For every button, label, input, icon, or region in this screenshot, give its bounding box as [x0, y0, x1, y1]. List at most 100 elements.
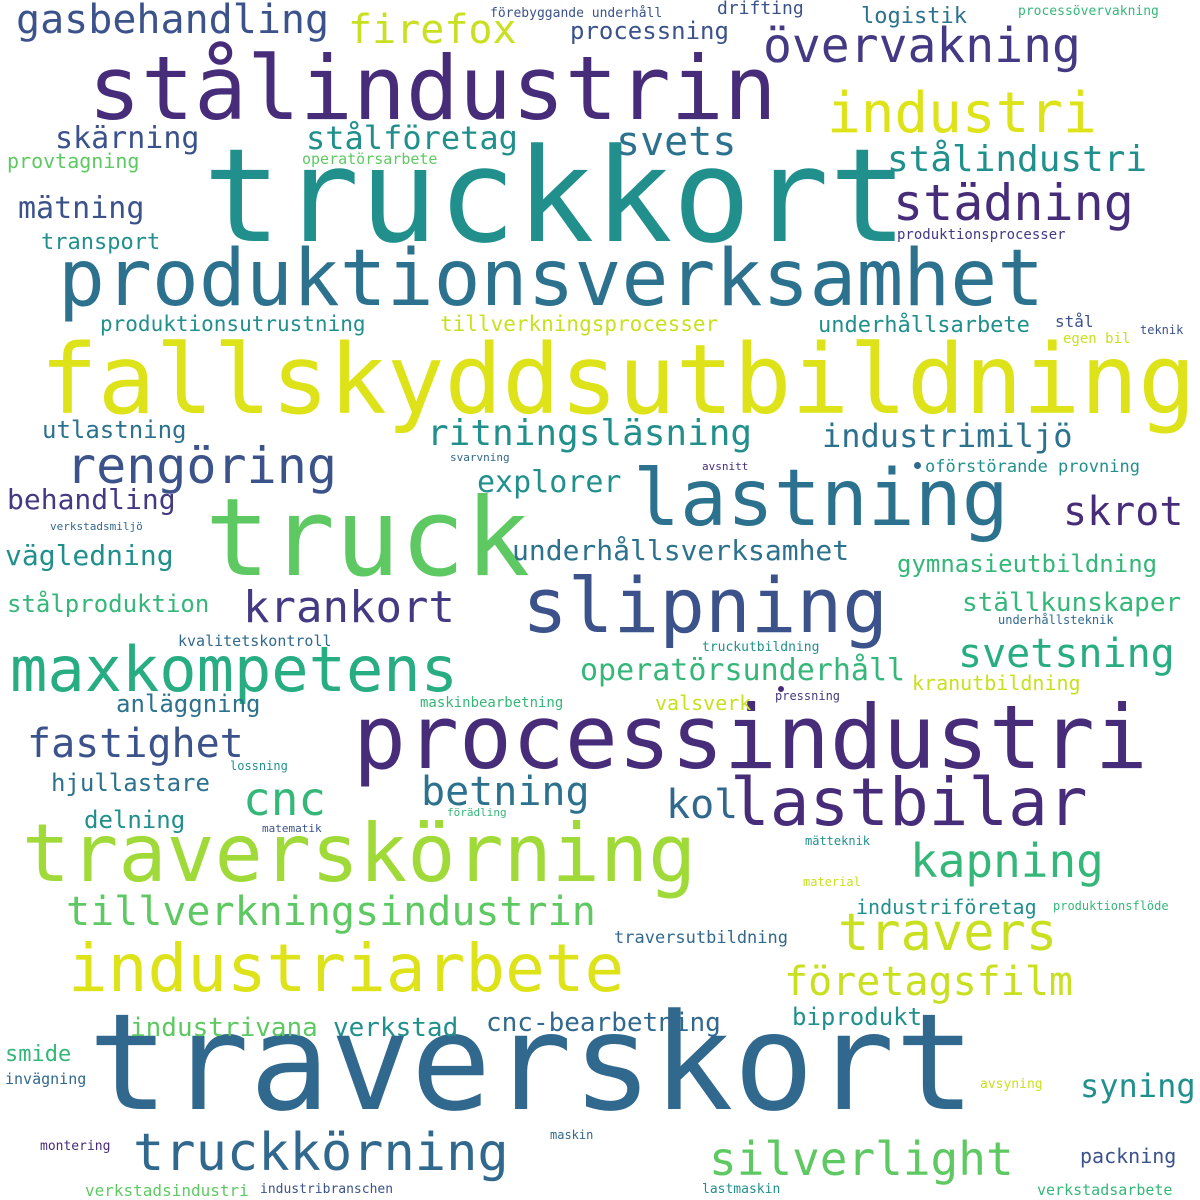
cloud-word: verkstadsmiljö: [50, 520, 143, 533]
cloud-word: firefox: [348, 7, 517, 53]
cloud-word: cnc-bearbetning: [486, 1008, 721, 1038]
cloud-word: industriarbete: [68, 930, 625, 1007]
cloud-word: företagsfilm: [784, 959, 1073, 1005]
cloud-word: traversutbildning: [614, 928, 788, 948]
cloud-word: produktionsflöde: [1053, 899, 1169, 913]
cloud-word: maskinbearbetning: [420, 695, 564, 711]
cloud-word: behandling: [7, 483, 176, 516]
cloud-word: lastning: [633, 454, 1009, 544]
cloud-word: truckkörning: [133, 1123, 509, 1183]
cloud-word: vägledning: [5, 539, 174, 572]
cloud-word: förebyggande underhåll: [490, 6, 663, 21]
cloud-word: valsverk: [655, 691, 752, 715]
cloud-word: biprodukt: [792, 1003, 923, 1031]
cloud-word: slipning: [522, 561, 889, 650]
cloud-word: processning: [570, 17, 729, 45]
cloud-word: lossning: [230, 759, 288, 773]
decorative-dot: [914, 462, 921, 469]
decorative-dot: [778, 686, 784, 692]
cloud-word: industribranschen: [260, 1182, 394, 1197]
cloud-word: truck: [205, 476, 531, 601]
cloud-word: egen bil: [1063, 331, 1131, 347]
cloud-word: förädling: [447, 806, 507, 819]
cloud-word: mätteknik: [805, 834, 871, 848]
cloud-word: transport: [41, 230, 161, 255]
cloud-word: fastighet: [27, 721, 244, 767]
cloud-word: logistik: [861, 4, 967, 29]
cloud-word: invägning: [5, 1070, 87, 1088]
cloud-word: packning: [1080, 1144, 1177, 1168]
cloud-word: underhållsverksamhet: [512, 534, 850, 567]
cloud-word: gasbehandling: [16, 0, 330, 43]
cloud-word: verkstad: [333, 1013, 459, 1043]
cloud-word: processindustri: [353, 686, 1148, 789]
cloud-word: städning: [893, 174, 1134, 232]
cloud-word: mätning: [18, 191, 145, 226]
cloud-word: operatörsunderhåll: [580, 653, 906, 688]
cloud-word: material: [803, 875, 861, 889]
cloud-word: industrivana: [130, 1013, 318, 1043]
cloud-word: krankort: [243, 582, 455, 633]
cloud-word: underhållsarbete: [818, 313, 1030, 338]
cloud-word: travers: [838, 903, 1058, 963]
cloud-word: teknik: [1140, 323, 1184, 337]
cloud-word: skärning: [55, 121, 200, 156]
cloud-word: avsyning: [980, 1077, 1043, 1092]
cloud-word: kol: [666, 782, 739, 828]
cloud-word: maxkompetens: [10, 633, 458, 706]
cloud-word: ritningsläsning: [427, 413, 753, 454]
cloud-word: anläggning: [116, 690, 261, 718]
cloud-word: provtagning: [7, 149, 140, 173]
cloud-word: produktionsutrustning: [100, 312, 366, 336]
cloud-word: silverlight: [709, 1132, 1014, 1186]
cloud-word: svarvning: [450, 451, 510, 464]
cloud-word: hjullastare: [51, 769, 210, 797]
cloud-word: utlastning: [42, 416, 187, 444]
cloud-word: tillverkningsindustrin: [66, 889, 596, 935]
cloud-word: industri: [827, 81, 1097, 146]
cloud-word: avsnitt: [702, 460, 749, 473]
cloud-word: svets: [616, 119, 737, 165]
cloud-word: skrot: [1063, 489, 1184, 535]
cloud-word: traverskörning: [22, 807, 697, 900]
cloud-word: stålindustrin: [88, 37, 777, 140]
cloud-word: svetsning: [958, 631, 1175, 677]
cloud-word: verkstadsindustri: [85, 1181, 249, 1200]
cloud-word: oförstörande provning: [925, 457, 1140, 477]
cloud-word: traverskort: [88, 985, 976, 1141]
cloud-word: syning: [1080, 1067, 1196, 1105]
cloud-word: matematik: [262, 822, 322, 835]
cloud-word: delning: [84, 806, 186, 834]
cloud-word: fallskyddsutbildning: [40, 324, 1196, 436]
cloud-word: explorer: [477, 465, 622, 500]
cloud-word: övervakning: [763, 18, 1081, 74]
cloud-word: operatörsarbete: [302, 150, 438, 168]
cloud-word: produktionsverksamhet: [58, 234, 1045, 324]
cloud-word: truckkort: [203, 120, 908, 272]
cloud-word: kvalitetskontroll: [178, 632, 332, 650]
cloud-word: industriföretag: [856, 895, 1037, 919]
cloud-word: smide: [5, 1042, 72, 1067]
cloud-word: lastbilar: [730, 764, 1088, 841]
cloud-word: industrimiljö: [822, 417, 1073, 455]
cloud-word: stålindustri: [887, 139, 1148, 180]
cloud-word: stålproduktion: [7, 590, 210, 618]
cloud-word: maskin: [550, 1128, 594, 1142]
cloud-word: ställkunskaper: [962, 588, 1182, 618]
cloud-word: cnc: [243, 772, 327, 826]
cloud-word: kranutbildning: [912, 671, 1081, 695]
cloud-word: processövervakning: [1018, 4, 1159, 19]
cloud-word: stålföretag: [306, 119, 518, 157]
cloud-word: drifting: [717, 0, 804, 19]
cloud-word: montering: [40, 1139, 111, 1154]
cloud-word: lastmaskin: [702, 1182, 781, 1197]
cloud-word: truckutbildning: [702, 640, 820, 655]
cloud-word: produktionsprocesser: [897, 227, 1066, 243]
cloud-word: stål: [1055, 312, 1094, 331]
cloud-word: gymnasieutbildning: [897, 550, 1158, 578]
cloud-word: rengöring: [66, 437, 337, 495]
cloud-word: verkstadsarbete: [1037, 1181, 1173, 1199]
cloud-word: kapning: [910, 834, 1104, 888]
cloud-word: tillverkningsprocesser: [440, 312, 719, 336]
